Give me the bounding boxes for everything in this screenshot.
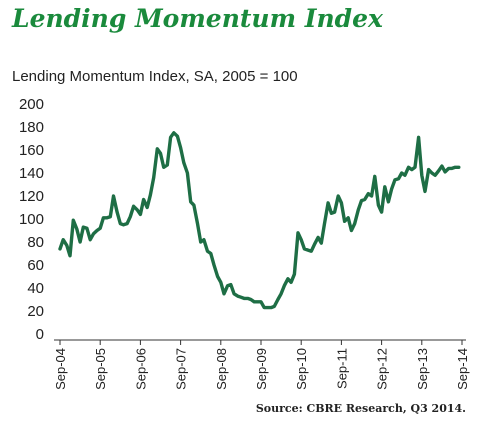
y-tick-label: 80 (27, 234, 44, 251)
y-tick-label: 200 (19, 96, 44, 113)
page-title: Lending Momentum Index (12, 4, 383, 33)
x-axis: Sep-04 Sep-05 Sep-06 Sep-07 Sep-08 Sep-09 Sep-… (53, 339, 470, 390)
y-tick-label: 100 (19, 211, 44, 228)
y-tick-label: 140 (19, 165, 44, 182)
x-tick-label: Sep-12 (375, 348, 390, 390)
x-tick-label: Sep-11 (334, 348, 349, 389)
x-tick-label: Sep-06 (133, 348, 148, 390)
x-tick-label: Sep-04 (53, 348, 68, 390)
y-tick-label: 120 (19, 188, 44, 205)
x-tick-label: Sep-09 (254, 348, 269, 390)
chart-subtitle: Lending Momentum Index, SA, 2005 = 100 (12, 68, 298, 85)
x-tick-label: Sep-08 (214, 348, 229, 390)
series-line (58, 131, 461, 310)
x-tick-label: Sep-13 (415, 348, 430, 390)
x-tick-label: Sep-05 (93, 348, 108, 390)
y-tick-label: 160 (19, 142, 44, 159)
y-axis: 0 20 40 60 80 100 120 140 160 180 200 (19, 96, 44, 343)
series-group (58, 131, 461, 310)
x-tick-label: Sep-10 (294, 348, 309, 390)
y-tick-label: 60 (27, 257, 44, 274)
y-tick-label: 180 (19, 119, 44, 136)
y-tick-label: 0 (36, 326, 44, 343)
y-tick-label: 40 (27, 280, 44, 297)
y-tick-label: 20 (27, 303, 44, 320)
x-tick-label: Sep-14 (455, 348, 470, 390)
source-note: Source: CBRE Research, Q3 2014. (255, 402, 466, 415)
x-tick-label: Sep-07 (174, 348, 189, 390)
